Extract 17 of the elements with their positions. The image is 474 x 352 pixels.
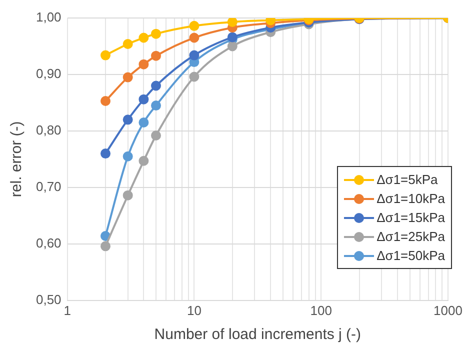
x-tick-label: 1 [64,302,71,318]
y-tick-label: 0,60 [36,236,62,250]
x-axis-title: Number of load increments j (-) [154,326,362,344]
y-tick-label: 0,70 [36,179,62,194]
legend-label: Δσ1=50kPa [376,248,445,263]
y-axis-title: rel. error (-) [8,121,26,198]
legend-label: Δσ1=10kPa [376,191,445,206]
legend-label: Δσ1=25kPa [376,229,445,244]
legend-label: Δσ1=5kPa [376,172,438,187]
y-tick-label: 0,80 [36,122,62,138]
y-tick-label: 0,50 [36,292,62,307]
legend-label: Δσ1=15kPa [376,210,445,225]
y-tick-label: 0,90 [36,66,62,82]
x-tick-label: 10 [186,302,202,318]
y-tick-label: 1,00 [36,10,62,25]
x-tick-label: 100 [310,302,332,318]
x-tick-label: 1000 [434,302,462,318]
